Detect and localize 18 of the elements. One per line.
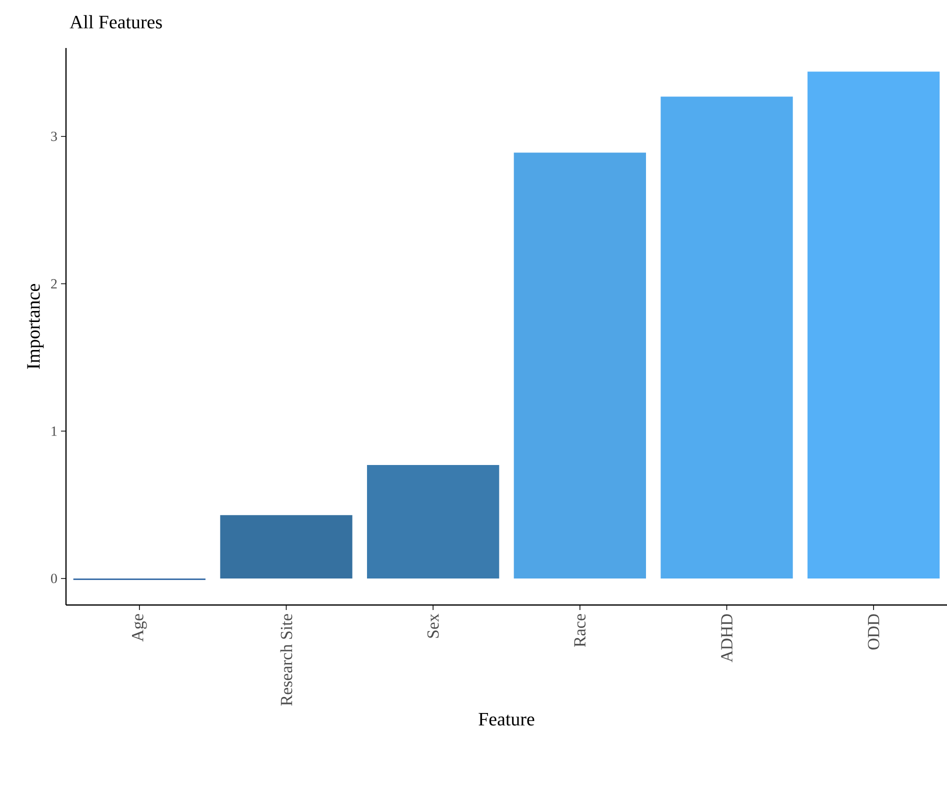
y-tick-label: 1 <box>52 426 57 436</box>
bar <box>660 96 793 578</box>
x-axis-title: Feature <box>478 713 534 726</box>
y-axis-title: Importance <box>27 284 44 369</box>
bar <box>367 465 500 578</box>
x-tick-label: ODD <box>868 614 880 650</box>
x-tick-label: Sex <box>427 614 439 638</box>
chart-title: All Features <box>70 15 162 28</box>
y-tick-label: 3 <box>51 132 57 142</box>
x-tick-label: Race <box>574 614 586 647</box>
x-tick-label: Research Site <box>280 614 292 706</box>
y-tick-label: 0 <box>51 574 57 584</box>
x-tick-label: Age <box>132 614 147 642</box>
bar <box>808 72 940 578</box>
bar <box>514 152 646 578</box>
y-tick-label: 2 <box>51 279 57 288</box>
bar <box>220 515 352 578</box>
x-tick-label: ADHD <box>721 614 732 662</box>
